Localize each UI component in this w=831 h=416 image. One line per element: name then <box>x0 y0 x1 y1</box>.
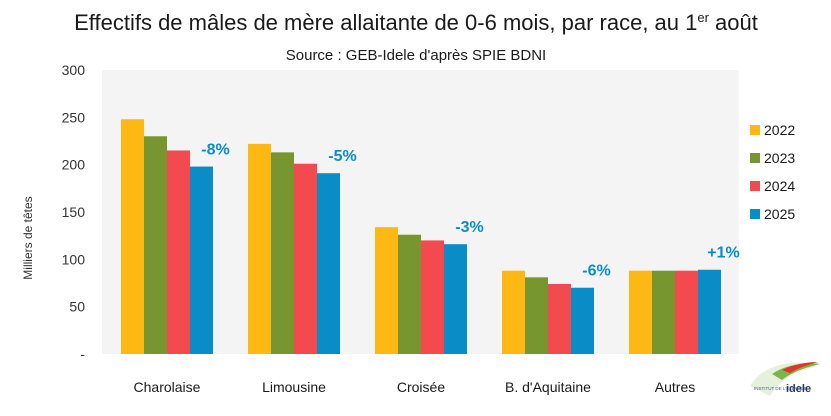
bar-2025-0 <box>190 166 213 354</box>
bar-2022-1 <box>248 143 271 354</box>
y-tick-label: 250 <box>62 109 86 125</box>
legend-label-2022: 2022 <box>764 122 795 138</box>
legend-swatch-2025 <box>750 209 760 219</box>
legend-label-2025: 2025 <box>764 206 795 222</box>
x-tick-label: Autres <box>655 379 695 395</box>
bar-2023-2 <box>398 234 421 354</box>
legend-swatch-2023 <box>750 153 760 163</box>
y-axis-ticks: - 50 100 150 200 250 300 <box>62 62 86 362</box>
y-tick-label: 200 <box>62 157 86 173</box>
legend-label-2023: 2023 <box>764 150 795 166</box>
bar-2024-1 <box>294 163 317 354</box>
y-tick-label: 50 <box>69 299 85 315</box>
bar-2023-4 <box>652 270 675 354</box>
bar-2024-0 <box>167 150 190 354</box>
logo-swoosh-green <box>772 363 820 380</box>
bar-2023-1 <box>271 152 294 354</box>
logo-swoosh-bg <box>750 362 818 396</box>
chart-subtitle: Source : GEB-Idele d'après SPIE BDNI <box>286 47 546 64</box>
legend-label-2024: 2024 <box>764 178 795 194</box>
logo-small-text: INSTITUT DE L'ÉLEVAGE <box>754 385 807 391</box>
x-axis-ticks: Charolaise Limousine Croisée B. d'Aquitaine… <box>134 379 696 395</box>
bar-2024-3 <box>548 283 571 354</box>
y-tick-label: 150 <box>62 204 86 220</box>
y-tick-label: - <box>80 346 85 362</box>
y-tick-label: 300 <box>62 62 86 78</box>
bar-2022-2 <box>375 227 398 354</box>
annotation-label: -5% <box>328 148 356 165</box>
chart-title-main: Effectifs de mâles de mère allaitante de… <box>74 10 697 35</box>
bar-2025-2 <box>444 244 467 354</box>
logo-brand-text: idele <box>786 383 811 395</box>
chart-title-suffix: août <box>709 10 758 35</box>
logo-swoosh-red <box>782 362 818 373</box>
bar-2022-0 <box>121 119 144 354</box>
bar-2025-4 <box>698 269 721 354</box>
bar-2024-2 <box>421 240 444 354</box>
y-tick-label: 100 <box>62 251 86 267</box>
x-tick-label: Croisée <box>397 379 445 395</box>
legend: 2022 2023 2024 2025 <box>750 122 795 222</box>
legend-swatch-2024 <box>750 181 760 191</box>
bar-2022-3 <box>502 270 525 354</box>
y-axis-label: Milliers de têtes <box>21 196 35 279</box>
x-tick-label: B. d'Aquitaine <box>505 379 591 395</box>
annotation-label: +1% <box>707 245 739 262</box>
bar-2025-1 <box>317 173 340 354</box>
bar-2024-4 <box>675 270 698 354</box>
x-tick-label: Limousine <box>262 379 326 395</box>
chart-title-superscript: er <box>697 10 709 25</box>
legend-swatch-2022 <box>750 125 760 135</box>
idele-logo-icon: INSTITUT DE L'ÉLEVAGE idele <box>750 362 820 396</box>
bars <box>121 119 721 354</box>
bar-2023-0 <box>144 136 167 354</box>
bar-2025-3 <box>571 287 594 354</box>
annotation-label: -3% <box>455 219 483 236</box>
bar-2023-3 <box>525 277 548 354</box>
idele-logo: INSTITUT DE L'ÉLEVAGE idele <box>742 356 822 404</box>
annotations: -8% -5% -3% -6% +1% <box>201 142 739 280</box>
annotation-label: -8% <box>201 142 229 159</box>
bar-2022-4 <box>629 270 652 354</box>
annotation-label: -6% <box>582 263 610 280</box>
chart-title: Effectifs de mâles de mère allaitante de… <box>74 10 758 35</box>
x-tick-label: Charolaise <box>134 379 201 395</box>
